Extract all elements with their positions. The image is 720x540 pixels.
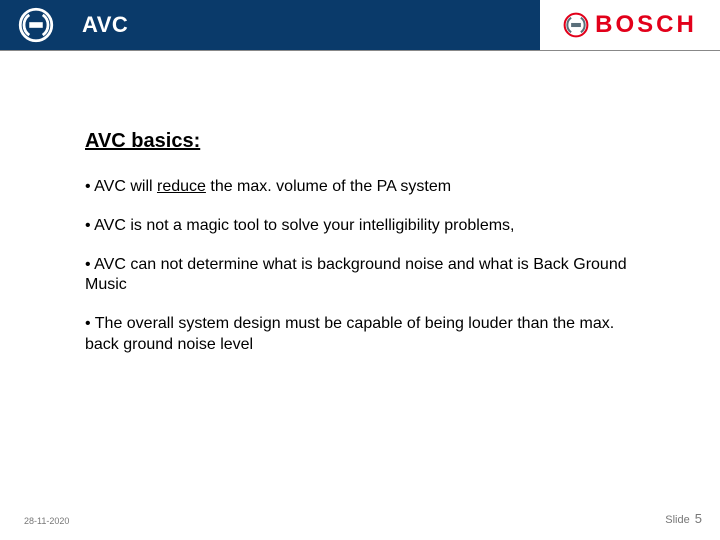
bullet-text-post: the max. volume of the PA system (206, 178, 451, 195)
footer-slide-indicator: Slide 5 (665, 511, 702, 526)
slide: AVC BOSCH AVC basics: AVC will reduce th… (0, 0, 720, 540)
bullet-text-pre: The overall system design must be capabl… (85, 315, 614, 353)
section-title: AVC basics: (85, 130, 645, 153)
bullet-item: AVC is not a magic tool to solve your in… (85, 216, 645, 237)
bullet-item: The overall system design must be capabl… (85, 314, 645, 356)
bullet-text-pre: AVC can not determine what is background… (85, 256, 627, 294)
footer-slide-number: 5 (695, 511, 702, 526)
slide-title: AVC (82, 12, 128, 38)
bullet-list: AVC will reduce the max. volume of the P… (85, 177, 645, 356)
bullet-text-pre: AVC will (94, 178, 157, 195)
bullet-text-underlined: reduce (157, 178, 206, 195)
bullet-text-pre: AVC is not a magic tool to solve your in… (94, 217, 514, 234)
bullet-item: AVC will reduce the max. volume of the P… (85, 177, 645, 198)
header-blue-strip: AVC (0, 0, 540, 50)
bullet-item: AVC can not determine what is background… (85, 255, 645, 297)
header-underline (0, 50, 720, 51)
footer-date: 28-11-2020 (24, 516, 69, 526)
bosch-ring-icon (18, 7, 54, 43)
bosch-logo: BOSCH (563, 11, 697, 39)
footer-slide-label: Slide (665, 514, 689, 526)
content-area: AVC basics: AVC will reduce the max. vol… (85, 130, 645, 374)
bosch-ring-small-icon (563, 12, 589, 38)
bosch-wordmark: BOSCH (595, 11, 697, 39)
header-logo-area: BOSCH (540, 0, 720, 50)
header-bar: AVC BOSCH (0, 0, 720, 50)
